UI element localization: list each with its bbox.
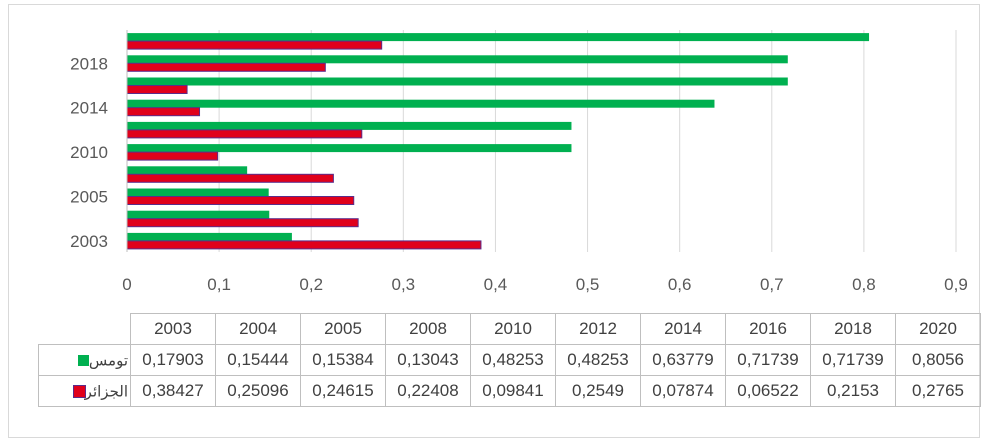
table-value-cell: 0,71739 [725, 344, 811, 376]
bar-aljazair-2012 [126, 129, 363, 139]
table-value-cell: 0,2765 [895, 375, 981, 407]
table-row: تومس 0,17903 0,15444 0,15384 0,13043 0,48253 0… [38, 344, 981, 376]
y-tick-label: 2003 [70, 232, 108, 251]
table-header-year: 2008 [385, 313, 471, 345]
bar-tomes-2010 [127, 144, 572, 153]
bar-tomes-2003 [127, 232, 292, 241]
bar-aljazair-2003 [126, 240, 482, 250]
legend-swatch [77, 355, 89, 367]
bar-aljazair-2016 [126, 85, 188, 94]
bar-aljazair-2018 [126, 62, 326, 72]
table-value-cell: 0,22408 [385, 375, 471, 407]
table-value-cell: 0,09841 [470, 375, 556, 407]
y-tick-label: 2018 [70, 54, 108, 73]
bar-tomes-2004 [127, 210, 270, 219]
table-value-cell: 0,48253 [555, 344, 641, 376]
table-value-cell: 0,2549 [555, 375, 641, 407]
table-header-year: 2012 [555, 313, 641, 345]
x-tick-label: 0,7 [760, 275, 784, 294]
table-header-year: 2004 [215, 313, 301, 345]
table-value-cell: 0,8056 [895, 344, 981, 376]
x-tick-label: 0,5 [576, 275, 600, 294]
bar-tomes-2008 [127, 166, 248, 175]
table-value-cell: 0,15384 [300, 344, 386, 376]
x-tick-label: 0,3 [392, 275, 416, 294]
bar-aljazair-2020 [126, 40, 383, 50]
table-value-cell: 0,63779 [640, 344, 726, 376]
table-header-year: 2020 [895, 313, 981, 345]
table-value-cell: 0,71739 [810, 344, 896, 376]
bar-aljazair-2010 [126, 151, 219, 161]
table-corner [39, 314, 131, 345]
bar-tomes-2018 [127, 55, 788, 64]
legend-swatch [72, 385, 86, 399]
y-tick-label: 2010 [70, 143, 108, 162]
bar-tomes-2005 [127, 188, 269, 197]
table-header-year: 2016 [725, 313, 811, 345]
table-value-cell: 0,48253 [470, 344, 556, 376]
table-value-cell: 0,06522 [725, 375, 811, 407]
x-tick-label: 0 [122, 275, 131, 294]
table-value-cell: 0,15444 [215, 344, 301, 376]
table-row: الجزائر 0,38427 0,25096 0,24615 0,22408 0,098… [38, 375, 981, 407]
x-tick-label: 0,1 [207, 275, 231, 294]
table-header-year: 2018 [810, 313, 896, 345]
x-tick-label: 0,4 [484, 275, 508, 294]
table-value-cell: 0,17903 [130, 344, 216, 376]
x-tick-label: 0,2 [299, 275, 323, 294]
table-value-cell: 0,2153 [810, 375, 896, 407]
table-value-cell: 0,24615 [300, 375, 386, 407]
table-value-cell: 0,13043 [385, 344, 471, 376]
x-tick-label: 0,8 [852, 275, 876, 294]
table-value-cell: 0,38427 [130, 375, 216, 407]
bar-tomes-2016 [127, 77, 788, 86]
table-header-year: 2005 [300, 313, 386, 345]
y-tick-label: 2014 [70, 99, 108, 118]
y-tick-label: 2005 [70, 188, 108, 207]
x-tick-label: 0,6 [668, 275, 692, 294]
table-header-year: 2003 [130, 313, 216, 345]
legend-label: الجزائر [84, 382, 128, 401]
x-tick-label: 0,9 [944, 275, 968, 294]
bar-tomes-2020 [127, 33, 870, 42]
data-table: 2003 2004 2005 2008 2010 2012 2014 2016 2018 2020… [38, 313, 981, 407]
legend-entry: تومس [38, 344, 131, 376]
bar-tomes-2012 [127, 121, 572, 130]
legend-entry: الجزائر [38, 375, 131, 407]
table-header-year: 2014 [640, 313, 726, 345]
table-value-cell: 0,07874 [640, 375, 726, 407]
table-value-cell: 0,25096 [215, 375, 301, 407]
legend-label: تومس [88, 351, 128, 370]
bar-aljazair-2005 [126, 196, 355, 205]
table-header-year: 2010 [470, 313, 556, 345]
chart-frame [8, 4, 980, 438]
table-header-row: 2003 2004 2005 2008 2010 2012 2014 2016 2018 2020 [39, 313, 981, 345]
bar-aljazair-2014 [126, 107, 201, 117]
bar-tomes-2014 [127, 99, 715, 108]
bar-aljazair-2008 [126, 173, 334, 183]
bar-aljazair-2004 [126, 218, 359, 228]
